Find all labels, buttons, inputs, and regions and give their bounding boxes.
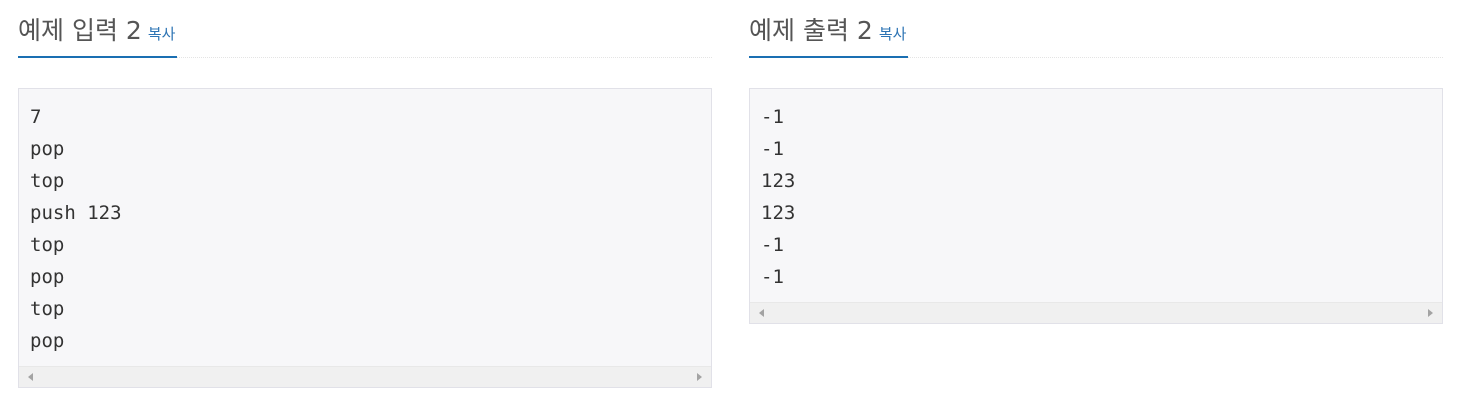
code-line: -1 [761,138,784,160]
code-line: -1 [761,234,784,256]
sample-input-code: 7 pop top push 123 top pop top pop [19,89,711,357]
code-line: 123 [761,202,796,224]
sample-output-headline: 예제 출력 2 복사 [749,0,909,58]
code-line: 123 [761,170,796,192]
copy-output-button[interactable]: 복사 [878,25,907,43]
code-line: top [30,170,65,192]
sample-input-title: 예제 입력 2 [18,16,142,45]
code-line: top [30,298,65,320]
scroll-left-arrow-icon[interactable] [759,309,764,317]
sample-output-box[interactable]: -1 -1 123 123 -1 -1 [749,88,1443,324]
sample-output-panel: 예제 출력 2 복사 -1 -1 123 123 -1 -1 [749,0,1443,324]
sample-input-panel: 예제 입력 2 복사 7 pop top push 123 top pop top pop [18,0,712,388]
code-line: pop [30,330,65,352]
code-line: pop [30,138,65,160]
sample-output-header: 예제 출력 2 복사 [749,0,1443,58]
horizontal-scrollbar[interactable] [750,302,1442,323]
code-line: -1 [761,266,784,288]
horizontal-scrollbar[interactable] [19,366,711,387]
sample-input-header: 예제 입력 2 복사 [18,0,712,58]
copy-input-button[interactable]: 복사 [147,25,176,43]
sample-output-title: 예제 출력 2 [749,16,873,45]
sample-input-headline: 예제 입력 2 복사 [18,0,178,58]
sample-input-box[interactable]: 7 pop top push 123 top pop top pop [18,88,712,388]
code-line: -1 [761,106,784,128]
sample-output-code: -1 -1 123 123 -1 -1 [750,89,1442,293]
scroll-right-arrow-icon[interactable] [1428,309,1433,317]
code-line: 7 [30,106,42,128]
code-line: push 123 [30,202,122,224]
scroll-left-arrow-icon[interactable] [28,373,33,381]
code-line: top [30,234,65,256]
scroll-right-arrow-icon[interactable] [697,373,702,381]
code-line: pop [30,266,65,288]
